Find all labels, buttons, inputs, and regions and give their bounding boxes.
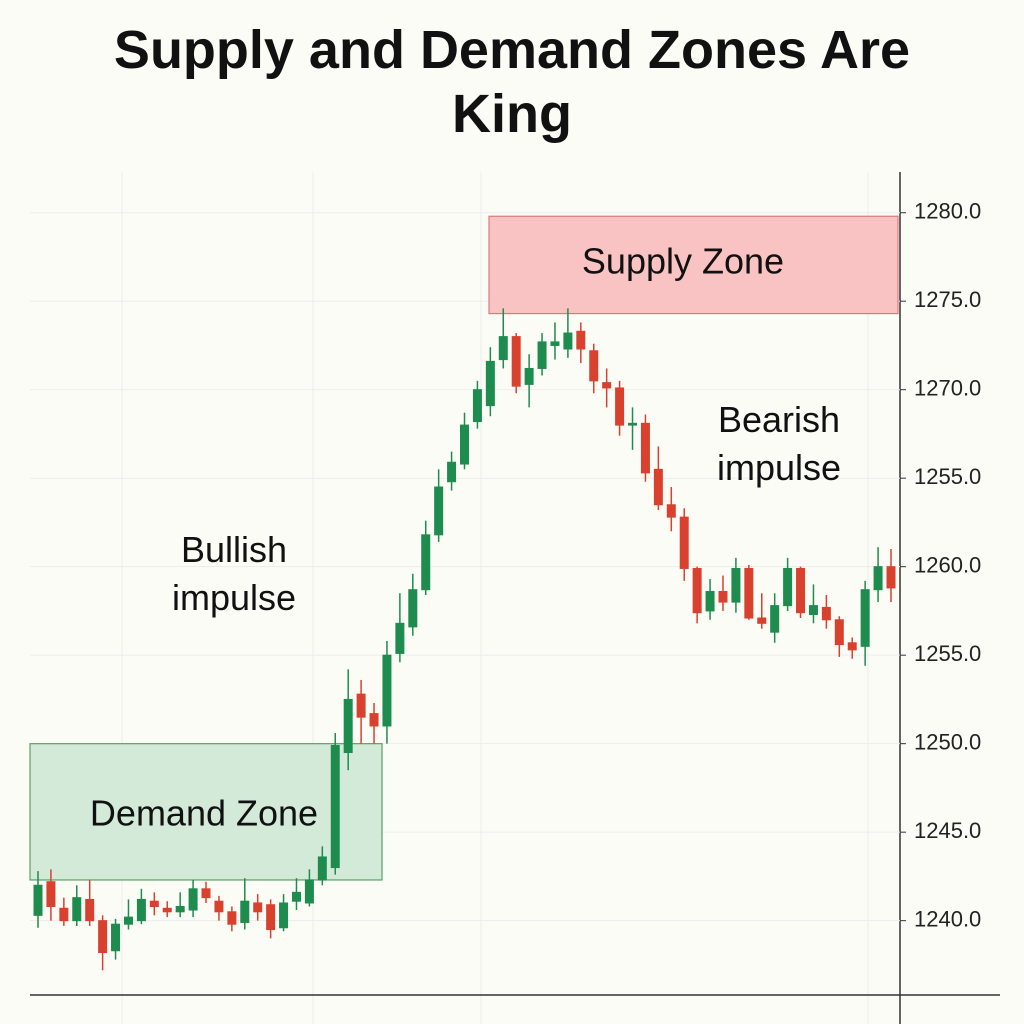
candle-body bbox=[692, 567, 702, 614]
candle-body bbox=[330, 744, 340, 869]
candle-body bbox=[563, 332, 573, 350]
candle-body bbox=[395, 622, 405, 654]
candle-body bbox=[602, 382, 612, 389]
candle-body bbox=[317, 856, 327, 881]
candle-body bbox=[731, 567, 741, 603]
y-tick-label: 1255.0 bbox=[914, 641, 981, 666]
annotation: Bearish impulse bbox=[716, 399, 842, 488]
candle-body bbox=[460, 424, 469, 465]
candle-body bbox=[382, 654, 392, 727]
zone-label: Supply Zone bbox=[582, 241, 784, 282]
zone bbox=[488, 215, 899, 315]
candle-body bbox=[847, 642, 857, 651]
y-tick-label: 1250.0 bbox=[914, 729, 981, 754]
y-tick-label: 1270.0 bbox=[914, 376, 981, 401]
y-tick-label: 1240.0 bbox=[914, 906, 981, 931]
candle-body bbox=[744, 567, 754, 619]
candle-body bbox=[33, 884, 43, 916]
candle-body bbox=[279, 902, 289, 929]
candle-body bbox=[498, 336, 508, 361]
candle-body bbox=[873, 566, 883, 591]
candle-body bbox=[537, 341, 547, 369]
candle-body bbox=[834, 619, 844, 646]
candle-body bbox=[472, 389, 482, 423]
annotation: Bullish impulse bbox=[171, 529, 297, 618]
candle-body bbox=[46, 881, 56, 908]
candle-body bbox=[123, 916, 133, 925]
y-tick-label: 1260.0 bbox=[914, 552, 981, 577]
candle-body bbox=[59, 907, 69, 922]
candle-body bbox=[666, 504, 676, 518]
candle-body bbox=[860, 589, 870, 647]
candle-body bbox=[343, 698, 353, 754]
candle-body bbox=[796, 567, 806, 614]
candle-body bbox=[757, 617, 767, 624]
chart-title: Supply and Demand Zones Are King bbox=[113, 20, 911, 144]
candle-body bbox=[485, 360, 495, 407]
candle-body bbox=[356, 693, 366, 718]
candle-body bbox=[85, 898, 95, 922]
candle-body bbox=[408, 589, 418, 628]
candle-body bbox=[136, 898, 146, 922]
candle-body bbox=[679, 516, 689, 569]
candle-body bbox=[175, 906, 185, 913]
candle-body bbox=[98, 920, 108, 954]
candle-body bbox=[266, 904, 276, 931]
candle-body bbox=[886, 566, 896, 589]
y-tick-label: 1255.0 bbox=[914, 464, 981, 489]
candle-body bbox=[434, 486, 444, 536]
candle-body bbox=[576, 330, 586, 350]
candle-body bbox=[188, 888, 198, 911]
candle-body bbox=[253, 902, 263, 913]
candle-body bbox=[227, 911, 237, 925]
candle-body bbox=[783, 567, 793, 607]
candle-body bbox=[291, 891, 301, 902]
candle-body bbox=[111, 923, 121, 952]
candle-body bbox=[615, 387, 625, 426]
candle-body bbox=[628, 422, 638, 426]
candle-body bbox=[447, 461, 457, 483]
candle-body bbox=[421, 534, 431, 591]
candle-body bbox=[72, 897, 82, 922]
candle-body bbox=[201, 888, 211, 899]
candle-body bbox=[821, 606, 831, 621]
candle-body bbox=[705, 590, 715, 612]
candle-body bbox=[149, 900, 159, 908]
candle-body bbox=[240, 900, 250, 923]
candle-body bbox=[511, 336, 521, 387]
y-tick-label: 1245.0 bbox=[914, 818, 981, 843]
candle-body bbox=[550, 341, 560, 346]
y-tick-label: 1275.0 bbox=[914, 287, 981, 312]
candle-body bbox=[770, 605, 780, 633]
candle-body bbox=[369, 713, 379, 727]
candle-body bbox=[718, 590, 728, 603]
candle-body bbox=[162, 907, 172, 913]
zone-label: Demand Zone bbox=[90, 793, 318, 834]
candle-body bbox=[524, 367, 534, 385]
candle-body bbox=[589, 350, 599, 382]
candle-body bbox=[808, 605, 818, 615]
candle-body bbox=[653, 468, 663, 506]
candle-body bbox=[214, 900, 224, 913]
candle-body bbox=[640, 422, 650, 474]
y-tick-label: 1280.0 bbox=[914, 199, 981, 224]
candle-body bbox=[304, 879, 314, 904]
